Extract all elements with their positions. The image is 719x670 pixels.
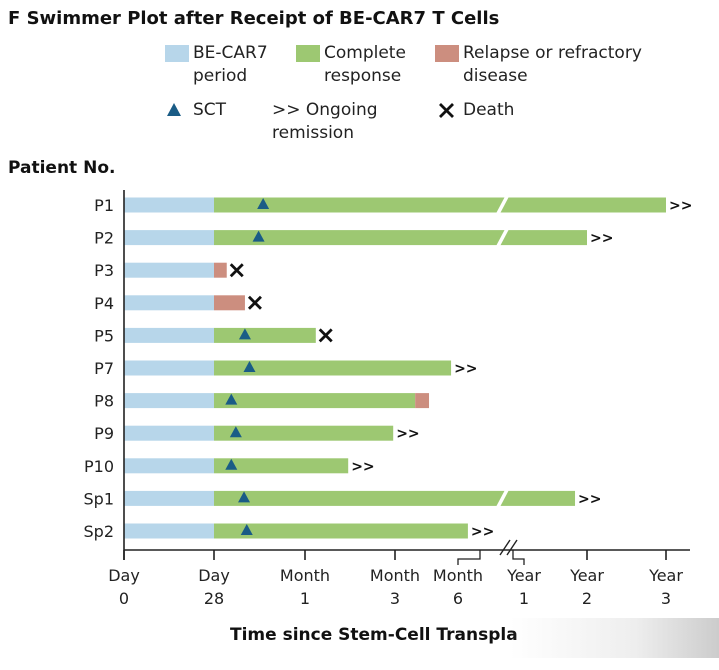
sct-marker <box>252 230 265 242</box>
ongoing-marker: >> <box>351 459 374 475</box>
x-tick-label: Day <box>108 566 140 585</box>
becar7-bar <box>124 295 214 311</box>
x-tick-label: Month <box>280 566 330 585</box>
legend-swatch-relapse <box>435 45 459 62</box>
cr-bar <box>214 393 416 409</box>
cr-bar <box>214 425 394 441</box>
becar7-bar <box>124 425 214 441</box>
ongoing-marker: >> <box>669 198 692 214</box>
y-axis-title: Patient No. <box>8 158 116 178</box>
cr-bar <box>214 327 316 343</box>
patient-label: P10 <box>84 457 114 476</box>
x-tick-label: Year <box>648 566 683 585</box>
patient-label: P3 <box>94 261 114 280</box>
legend-sct-icon <box>167 103 181 116</box>
legend-death: Death <box>463 100 515 120</box>
patient-label: Sp2 <box>84 522 115 541</box>
becar7-bar <box>124 523 214 539</box>
sct-marker <box>243 361 256 372</box>
patient-label: P8 <box>94 392 114 411</box>
cr-bar <box>214 523 468 539</box>
cr-bar <box>214 490 576 506</box>
death-marker <box>318 328 333 343</box>
x-tick-value: 28 <box>204 589 224 608</box>
x-tick-label: Day <box>198 566 230 585</box>
becar7-bar <box>124 262 214 278</box>
ongoing-marker: >> <box>471 524 494 540</box>
cr-bar <box>214 230 587 246</box>
x-tick-value: 0 <box>119 589 129 608</box>
legend-death-icon <box>439 103 454 118</box>
legend-swatch-becar7 <box>165 45 189 62</box>
patient-label: P9 <box>94 424 114 443</box>
x-tick-label: Month <box>370 566 420 585</box>
becar7-bar <box>124 360 214 376</box>
x-tick-value: 6 <box>453 589 463 608</box>
axis-break-gap <box>496 489 509 507</box>
x-tick-label: Year <box>506 566 541 585</box>
becar7-bar <box>124 458 214 474</box>
sct-marker <box>238 491 251 503</box>
relapse-bar <box>415 393 430 409</box>
relapse-bar <box>214 295 245 311</box>
relapse-bar <box>214 262 227 278</box>
x-tick-value: 1 <box>300 589 310 608</box>
becar7-bar <box>124 197 214 213</box>
ongoing-marker: >> <box>454 361 477 377</box>
x-tick-value: 3 <box>661 589 671 608</box>
becar7-bar <box>124 490 214 506</box>
x-tick-label: Year <box>569 566 604 585</box>
legend-sct: SCT <box>193 100 227 120</box>
legend-swatch-cr <box>296 45 320 62</box>
patient-label: P1 <box>94 196 114 215</box>
axis-break-gap <box>496 229 509 247</box>
legend-ongoing: >> Ongoing remission <box>272 100 378 143</box>
x-tick-label: Month <box>433 566 483 585</box>
axis-bracket <box>457 550 525 565</box>
patient-label: P4 <box>94 294 114 313</box>
patient-label: Sp1 <box>84 489 115 508</box>
chart-title: F Swimmer Plot after Receipt of BE-CAR7 … <box>8 8 500 29</box>
x-tick-value: 2 <box>582 589 592 608</box>
x-tick-value: 1 <box>519 589 529 608</box>
death-marker <box>229 263 244 278</box>
patient-label: P2 <box>94 229 114 248</box>
patient-label: P7 <box>94 359 114 378</box>
axis-break-gap <box>496 196 509 214</box>
sct-marker <box>225 458 238 470</box>
becar7-bar <box>124 230 214 246</box>
ongoing-marker: >> <box>578 491 601 507</box>
ongoing-marker: >> <box>396 426 419 442</box>
cr-bar <box>214 360 452 376</box>
cr-bar <box>214 458 349 474</box>
becar7-bar <box>124 393 214 409</box>
sct-marker <box>238 328 251 340</box>
x-tick-value: 3 <box>390 589 400 608</box>
death-marker <box>247 295 262 310</box>
sct-marker <box>240 524 253 535</box>
patient-label: P5 <box>94 326 114 345</box>
sct-marker <box>225 393 238 405</box>
cr-bar <box>214 197 666 213</box>
sct-marker <box>257 198 270 209</box>
fade-overlay <box>510 618 719 658</box>
axis-break-icon <box>499 539 518 556</box>
legend-relapse: Relapse or refractory disease <box>463 43 642 86</box>
x-axis-title: Time since Stem-Cell Transpla <box>230 625 518 645</box>
ongoing-marker: >> <box>590 231 613 247</box>
legend-becar7: BE-CAR7 period <box>193 43 268 86</box>
becar7-bar <box>124 327 214 343</box>
legend-cr: Complete response <box>324 43 406 86</box>
sct-marker <box>229 426 242 438</box>
